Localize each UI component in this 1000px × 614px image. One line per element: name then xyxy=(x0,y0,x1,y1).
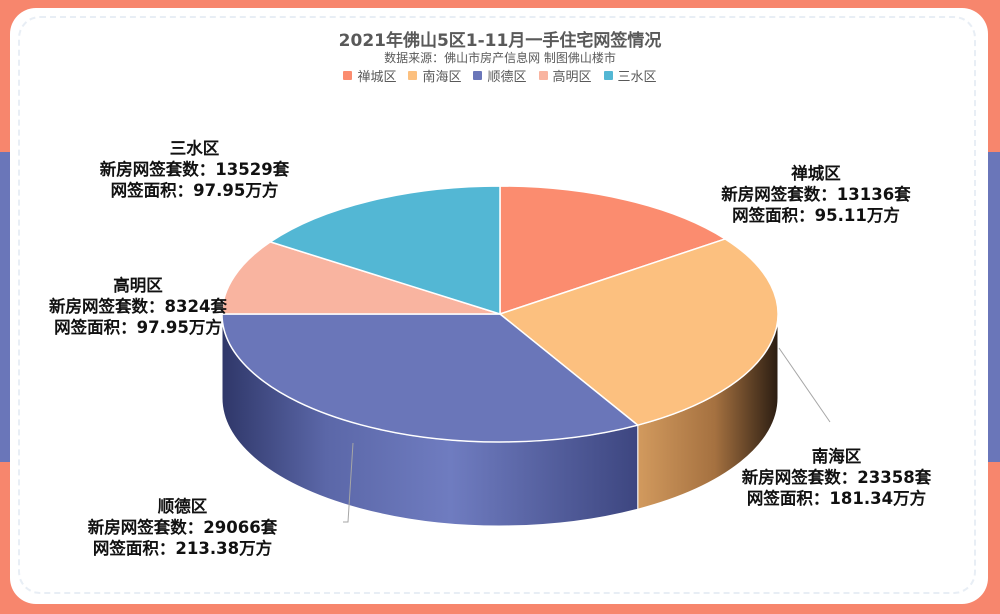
legend-item-gaoming[interactable]: 高明区 xyxy=(538,66,592,85)
chart-title: 2021年佛山5区1-11月一手住宅网签情况 xyxy=(338,31,662,51)
legend-item-chancheng[interactable]: 禅城区 xyxy=(343,66,396,85)
legend: 禅城区 南海区 顺德区 高明区 三水区 xyxy=(0,66,1000,85)
label-name: 南海区 xyxy=(811,447,862,466)
label-area: 网签面积：97.95万方 xyxy=(54,318,222,337)
label-nanhai: 南海区 新房网签套数：23358套 网签面积：181.34万方 xyxy=(724,446,949,509)
legend-swatch xyxy=(603,71,613,80)
leader-line-nanhai xyxy=(778,347,831,423)
label-count: 新房网签套数：13136套 xyxy=(721,185,911,204)
dashed-border xyxy=(18,16,976,594)
pie-slice-nanhai[interactable] xyxy=(499,238,779,426)
label-name: 三水区 xyxy=(169,139,220,158)
pie-slice-chancheng[interactable] xyxy=(499,185,726,315)
legend-item-nanhai[interactable]: 南海区 xyxy=(408,66,461,85)
legend-item-shunde[interactable]: 顺德区 xyxy=(473,66,527,85)
legend-label: 南海区 xyxy=(422,70,462,85)
label-area: 网签面积：181.34万方 xyxy=(746,489,927,508)
legend-swatch xyxy=(408,71,418,80)
label-count: 新房网签套数：8324套 xyxy=(49,297,227,316)
pie-slice-sanshui[interactable] xyxy=(269,185,501,315)
legend-swatch xyxy=(473,71,483,80)
left-accent-band xyxy=(0,152,12,462)
legend-label: 高明区 xyxy=(552,70,592,85)
chart-subtitle: 数据来源：佛山市房产信息网 制图佛山楼市 xyxy=(384,51,616,65)
label-count: 新房网签套数：13529套 xyxy=(99,160,290,179)
legend-label: 禅城区 xyxy=(357,70,397,85)
label-area: 网签面积：97.95万方 xyxy=(110,181,279,200)
legend-swatch xyxy=(343,71,353,80)
label-area: 网签面积：213.38万方 xyxy=(92,539,273,558)
leader-line-shunde xyxy=(343,442,354,523)
label-count: 新房网签套数：29066套 xyxy=(87,518,278,537)
label-count: 新房网签套数：23358套 xyxy=(741,468,932,487)
right-accent-band xyxy=(988,152,1000,462)
pie-slice-shunde[interactable] xyxy=(221,313,639,443)
label-chancheng: 禅城区 新房网签套数：13136套 网签面积：95.11万方 xyxy=(706,163,926,226)
label-area: 网签面积：95.11万方 xyxy=(732,206,900,225)
legend-label: 三水区 xyxy=(617,70,657,85)
label-gaoming: 高明区 新房网签套数：8324套 网签面积：97.95万方 xyxy=(28,275,248,338)
label-name: 禅城区 xyxy=(791,164,841,183)
label-name: 高明区 xyxy=(113,276,163,295)
label-sanshui: 三水区 新房网签套数：13529套 网签面积：97.95万方 xyxy=(82,138,307,201)
legend-swatch xyxy=(538,71,548,80)
pie-slice-gaoming[interactable] xyxy=(221,241,501,315)
legend-item-sanshui[interactable]: 三水区 xyxy=(603,66,657,85)
label-shunde: 顺德区 新房网签套数：29066套 网签面积：213.38万方 xyxy=(70,496,295,559)
legend-label: 顺德区 xyxy=(487,70,527,85)
label-name: 顺德区 xyxy=(157,497,208,516)
